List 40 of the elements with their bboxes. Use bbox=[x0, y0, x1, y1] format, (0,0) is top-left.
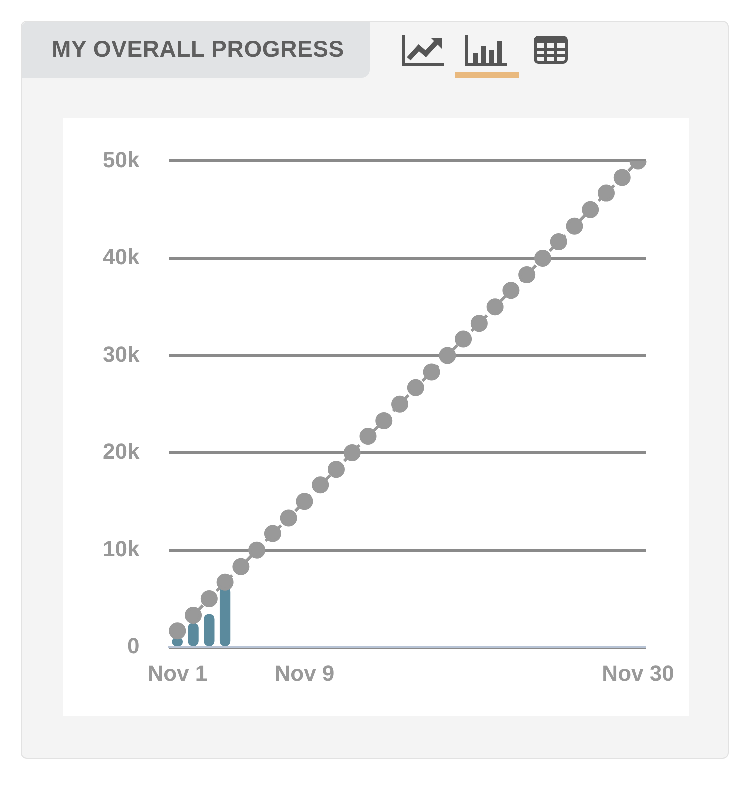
y-tick-label: 20k bbox=[102, 439, 140, 464]
point bbox=[360, 428, 377, 446]
y-tick-label: 30k bbox=[102, 342, 140, 367]
chart-title: MY OVERALL PROGRESS bbox=[52, 36, 344, 63]
point bbox=[264, 525, 282, 542]
point bbox=[248, 542, 266, 559]
point bbox=[550, 233, 568, 250]
point bbox=[376, 412, 393, 430]
y-tick-label: 50k bbox=[102, 147, 140, 172]
point bbox=[582, 201, 600, 218]
y-tick-label: 40k bbox=[102, 244, 140, 270]
point bbox=[344, 444, 361, 462]
point bbox=[470, 315, 488, 332]
point bbox=[232, 558, 250, 576]
point bbox=[423, 364, 440, 381]
point bbox=[534, 250, 552, 267]
y-tick-label: 0 bbox=[127, 634, 140, 659]
x-tick-label: Nov 1 bbox=[148, 660, 208, 686]
point bbox=[169, 622, 186, 640]
point bbox=[328, 461, 345, 478]
point bbox=[185, 606, 202, 624]
point bbox=[486, 298, 504, 316]
point bbox=[407, 379, 424, 396]
point bbox=[614, 169, 631, 186]
point bbox=[566, 218, 584, 235]
x-tick-label: Nov 9 bbox=[274, 660, 335, 686]
point bbox=[296, 493, 314, 510]
x-tick-label: Nov 30 bbox=[602, 660, 674, 686]
point bbox=[312, 476, 330, 494]
bar bbox=[204, 614, 215, 646]
point bbox=[518, 266, 536, 284]
y-tick-label: 10k bbox=[102, 536, 140, 562]
point bbox=[392, 396, 409, 413]
point bbox=[502, 282, 520, 300]
point bbox=[216, 574, 234, 591]
point bbox=[455, 330, 472, 348]
point bbox=[439, 347, 456, 364]
point bbox=[598, 184, 615, 202]
point bbox=[200, 590, 218, 608]
point bbox=[280, 510, 298, 527]
